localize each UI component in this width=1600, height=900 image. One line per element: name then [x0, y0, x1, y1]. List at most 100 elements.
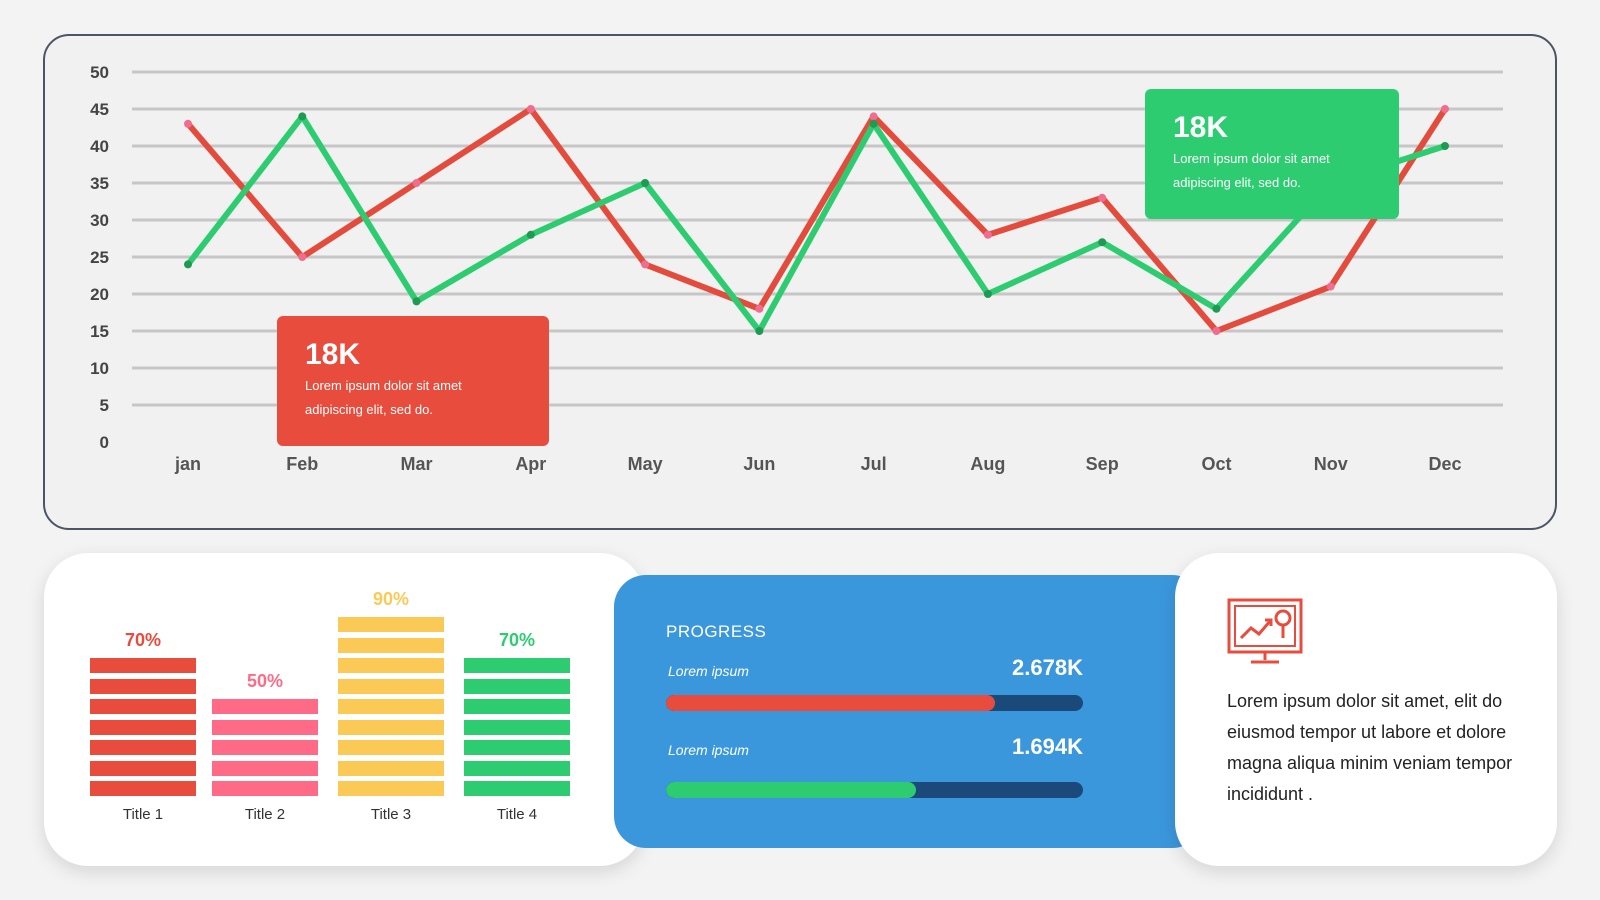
bar-segment: [338, 740, 444, 755]
bar-segment: [212, 740, 318, 755]
bar-value-label-1: 70%: [124, 630, 162, 650]
bar-value-label-2: 50%: [246, 671, 284, 691]
y-tick-label-9: 45: [90, 100, 109, 119]
bar-category-label-1: Title 1: [122, 806, 164, 823]
bar-value-label-3: 90%: [372, 589, 410, 609]
bar-category-label-2: Title 2: [244, 806, 286, 823]
series-1-point-0: [184, 260, 192, 269]
series-1-point-4: [641, 179, 650, 187]
x-tick-label-1: Feb: [286, 454, 318, 474]
bar-segment: [464, 740, 570, 755]
y-tick-label-1: 5: [100, 396, 109, 415]
y-tick-label-3: 15: [90, 322, 109, 341]
series-0-point-1: [298, 253, 307, 261]
bar-segment: [464, 719, 570, 735]
series-0-point-6: [869, 112, 878, 121]
bar-value-label-4: 70%: [498, 630, 536, 650]
progress-label-2: Lorem ipsum: [668, 742, 749, 758]
callout-red: 18K Lorem ipsum dolor sit amet adipiscin…: [277, 316, 549, 446]
x-tick-label-8: Sep: [1086, 454, 1119, 474]
bar-column-3: 90% Title 3: [338, 553, 444, 866]
bar-category-label-3: Title 3: [370, 806, 412, 823]
x-tick-label-9: Oct: [1201, 454, 1231, 474]
x-tick-label-10: Nov: [1314, 454, 1348, 474]
bar-segment: [212, 699, 318, 714]
series-0-point-10: [1326, 282, 1335, 291]
progress-heading: PROGRESS: [666, 622, 767, 641]
info-text: Lorem ipsum dolor sit amet, elit do eius…: [1227, 691, 1513, 804]
bar-segment: [90, 760, 196, 776]
x-tick-label-3: Apr: [515, 454, 546, 474]
series-1-point-11: [1441, 142, 1449, 150]
series-1-point-2: [412, 297, 421, 306]
series-0-point-2: [412, 179, 421, 187]
series-0-point-9: [1212, 327, 1221, 335]
series-line-1: [185, 113, 1446, 334]
callout-red-value: 18K: [305, 338, 361, 371]
y-tick-label-6: 30: [90, 211, 109, 230]
bar-segment: [338, 699, 444, 714]
info-card: Lorem ipsum dolor sit amet, elit do eius…: [1175, 553, 1557, 866]
series-line-0: [185, 106, 1448, 334]
progress-fill-2: [666, 782, 917, 798]
bar-segment: [212, 719, 318, 735]
progress-label-1: Lorem ipsum: [668, 663, 749, 679]
series-1-point-3: [526, 230, 535, 239]
x-tick-label-2: Mar: [401, 454, 433, 474]
bar-segment: [464, 658, 570, 673]
bar-segment: [338, 658, 444, 673]
series-0-point-7: [983, 230, 992, 239]
x-tick-label-6: Jul: [861, 454, 887, 474]
progress-track-1: [666, 695, 1083, 711]
callout-red-text: Lorem ipsum dolor sit amet adipiscing el…: [305, 378, 462, 417]
series-0-point-5: [755, 304, 764, 313]
callout-green-text: Lorem ipsum dolor sit amet adipiscing el…: [1173, 151, 1330, 190]
series-0-point-0: [184, 119, 192, 128]
progress-value-2: 1.694K: [1012, 734, 1083, 759]
x-tick-label-4: May: [628, 454, 663, 474]
progress-card: PROGRESS Lorem ipsum 2.678K Lorem ipsum …: [614, 575, 1204, 848]
y-tick-label-7: 35: [90, 174, 109, 193]
series-1-point-6: [869, 119, 878, 128]
bar-segment: [90, 781, 196, 796]
series-0-point-3: [526, 105, 535, 113]
bar-segment: [464, 699, 570, 714]
series-0-point-4: [641, 260, 650, 269]
bar-segment: [338, 781, 444, 796]
series-1-point-8: [1098, 238, 1107, 247]
callout-green: 18K Lorem ipsum dolor sit amet adipiscin…: [1145, 89, 1399, 219]
line-chart-panel: 0 5 10 15 20 25 30 35 40 45 50 jan Feb Mar Apr May Jun Ju…: [43, 34, 1557, 530]
y-tick-label-4: 20: [90, 285, 109, 304]
series-0-point-11: [1441, 105, 1449, 113]
callout-green-value: 18K: [1173, 111, 1229, 144]
bar-segment: [464, 678, 570, 694]
series-1-point-1: [298, 112, 307, 121]
series-0-point-8: [1098, 193, 1107, 202]
series-1-point-7: [983, 290, 992, 298]
bar-category-label-4: Title 4: [496, 806, 538, 823]
bar-column-1: 70% Title 1: [90, 553, 196, 866]
y-tick-label-0: 0: [100, 433, 109, 452]
y-tick-label-10: 50: [90, 63, 109, 82]
bar-segment: [90, 719, 196, 735]
bar-column-4: 70% Title 4: [464, 553, 570, 866]
bar-segment: [464, 760, 570, 776]
bar-chart-card: 70% Title 1 50% Title 2 90% Title 3 70% Title 4: [44, 553, 644, 866]
bar-segment: [338, 678, 444, 694]
progress-fill-1: [666, 695, 996, 711]
bar-segment: [338, 617, 444, 632]
bar-segment: [90, 699, 196, 714]
bar-segment: [90, 740, 196, 755]
series-1-point-5: [755, 327, 764, 335]
x-tick-label-7: Aug: [970, 454, 1005, 474]
series-1-point-9: [1212, 304, 1221, 313]
presentation-chart-icon: [1227, 598, 1303, 671]
bar-column-2: 50% Title 2: [212, 553, 318, 866]
progress-track-2: [666, 782, 1083, 798]
y-tick-label-5: 25: [90, 248, 109, 267]
x-tick-label-0: jan: [174, 454, 201, 474]
y-tick-label-8: 40: [90, 137, 109, 156]
progress-value-1: 2.678K: [1012, 655, 1083, 680]
bar-segment: [212, 781, 318, 796]
x-tick-label-5: Jun: [743, 454, 775, 474]
